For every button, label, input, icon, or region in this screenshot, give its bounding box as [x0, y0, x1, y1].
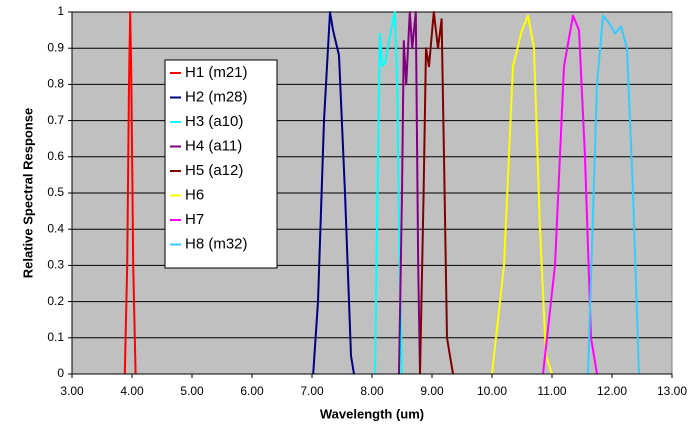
y-tick-label: 0.1 [47, 330, 64, 344]
y-tick-label: 0.4 [47, 221, 64, 235]
y-tick-label: 0.2 [47, 294, 64, 308]
series-line [123, 11, 137, 375]
series-line [374, 11, 403, 375]
y-tick-label: 0 [57, 366, 64, 380]
y-tick-label: 0.9 [47, 40, 64, 54]
y-tick-label: 0.5 [47, 185, 64, 199]
x-tick-label: 9.00 [420, 384, 444, 398]
x-tick-label: 5.00 [180, 384, 204, 398]
x-tick-label: 13.00 [657, 384, 687, 398]
y-tick-label: 0.6 [47, 149, 64, 163]
x-tick-label: 8.00 [360, 384, 384, 398]
legend-box [164, 59, 278, 269]
y-tick-label: 0.7 [47, 113, 64, 127]
x-tick-label: 10.00 [477, 384, 507, 398]
series-line [491, 14, 553, 375]
y-tick-label: 1 [57, 4, 64, 18]
series-line [419, 11, 454, 375]
y-tick-label: 0.8 [47, 77, 64, 91]
series-line [398, 11, 421, 375]
y-axis-title: Relative Spectral Response [20, 108, 35, 279]
x-axis-title: Wavelength (um) [320, 406, 424, 421]
x-tick-label: 6.00 [240, 384, 264, 398]
x-tick-label: 3.00 [60, 384, 84, 398]
series-line [587, 14, 640, 375]
x-tick-label: 12.00 [597, 384, 627, 398]
x-tick-label: 4.00 [120, 384, 144, 398]
legend-label: H5 (a12) [185, 162, 243, 179]
legend-label: H4 (a11) [185, 137, 242, 154]
y-tick-label: 0.3 [47, 258, 64, 272]
x-tick-label: 11.00 [537, 384, 566, 398]
legend-label: H6 [185, 186, 204, 203]
legend-label: H1 (m21) [185, 64, 248, 81]
legend-label: H3 (a10) [185, 113, 243, 130]
legend-label: H7 [185, 211, 204, 228]
series-line [312, 11, 355, 375]
legend-label: H2 (m28) [185, 88, 248, 105]
legend-label: H8 (m32) [185, 235, 248, 252]
x-tick-label: 7.00 [300, 384, 324, 398]
